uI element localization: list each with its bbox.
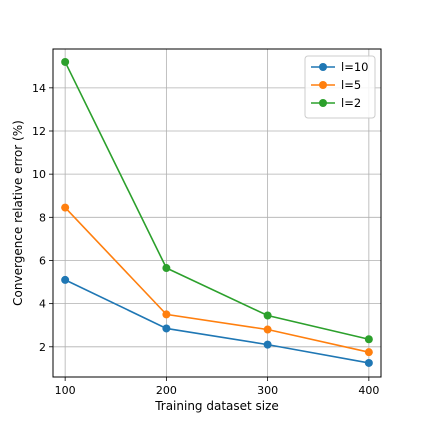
x-tick-label: 400 [358,384,379,397]
legend-item: l=2 [311,96,361,110]
plot-frame [52,48,382,378]
data-point [61,203,70,212]
data-point [61,275,70,284]
series-line [64,61,370,341]
data-point [364,348,373,357]
data-point [162,264,171,273]
y-tick-label: 4 [39,298,46,311]
series-line [64,207,370,353]
series-line [64,279,369,364]
axis-ticks: 100 200 300 400 2 4 6 8 10 12 14 [32,82,379,397]
series-l=5 [61,203,373,357]
x-tick-label: 200 [156,384,177,397]
data-point [263,340,272,349]
legend-label: l=2 [341,96,361,110]
legend-label: l=10 [341,60,368,74]
x-tick-label: 300 [257,384,278,397]
y-axis-label: Convergence relative error (%) [11,120,25,306]
legend: l=10 l=5 l=2 [304,55,376,119]
data-point [364,358,373,367]
legend-swatch-marker [319,63,327,71]
grid [53,49,381,377]
series-group [61,57,373,367]
legend-swatch-marker [319,81,327,89]
y-tick-label: 12 [32,125,46,138]
legend-item: l=5 [311,78,361,92]
data-point [162,310,171,319]
legend-item: l=10 [311,60,368,74]
y-tick-label: 2 [39,341,46,354]
data-point [263,311,272,320]
y-tick-label: 10 [32,168,46,181]
legend-label: l=5 [341,78,361,92]
legend-swatch-marker [319,99,327,107]
x-axis-label: Training dataset size [154,399,279,413]
data-point [364,335,373,344]
data-point [61,57,70,66]
y-tick-label: 14 [32,82,46,95]
data-point [162,324,171,333]
series-l=2 [61,57,373,344]
y-tick-label: 8 [39,211,46,224]
x-tick-label: 100 [55,384,76,397]
series-l=10 [61,275,373,367]
data-point [263,325,272,334]
y-tick-label: 6 [39,254,46,267]
